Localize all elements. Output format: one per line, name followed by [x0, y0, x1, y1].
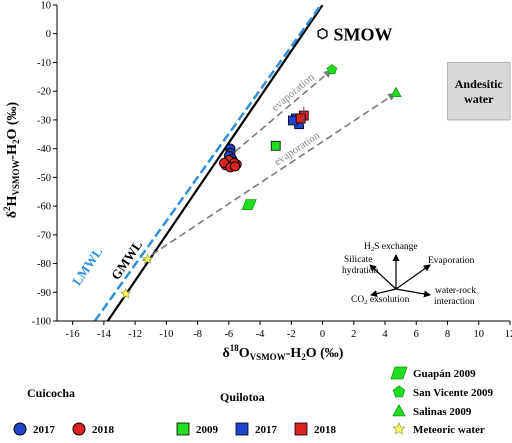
meteoric-water-point: [120, 287, 132, 299]
lmwl-label: LMWL: [69, 244, 106, 288]
legend-quilotoa-2017-label: 2017: [255, 424, 278, 436]
andesitic-water-box: [447, 61, 511, 121]
silicate-label: Silicate: [344, 255, 373, 265]
lmwl-line: [93, 5, 322, 321]
co2-exsolution-arrow: [370, 288, 397, 298]
x-tick-label: -6: [224, 329, 233, 340]
cuicocha-2018-point: [229, 161, 241, 172]
water-lines: [93, 5, 324, 321]
evaporation-vector-label: Evaporation: [428, 256, 475, 266]
smow-marker: [317, 27, 328, 40]
x-tick-label: -8: [193, 329, 202, 340]
cuicocha-2018-series: [219, 155, 242, 173]
legend-salinas-label: Salinas 2009: [413, 406, 472, 418]
interaction-label: interaction: [434, 297, 475, 307]
legend-meteoric-water-marker: [392, 422, 406, 435]
legend-header-cuicocha: Cuicocha: [27, 386, 75, 400]
evaporation-arrow: [142, 92, 397, 262]
legend-san-vicente-label: San Vicente 2009: [413, 387, 494, 399]
silicate-hydration-arrow: [369, 264, 397, 290]
legend-cuicocha-2017-label: 2017: [33, 424, 56, 436]
water-rock-label: water-rock: [435, 286, 476, 296]
y-tick-label: -90: [37, 288, 51, 299]
legend-quilotoa-2009-label: 2009: [196, 424, 219, 436]
h2s-exchange-label: H2S exchange: [364, 242, 418, 253]
x-tick-label: 12: [505, 329, 512, 340]
legend-cuicocha-2018-marker: [72, 422, 86, 436]
x-tick-label: -2: [287, 329, 296, 340]
process-vector-inset: H2S exchange Evaporation Silicatehydration…: [342, 242, 476, 307]
x-tick-label: -16: [66, 329, 80, 340]
y-tick-label: 10: [41, 1, 52, 12]
x-tick-label: 2: [351, 329, 356, 340]
andesitic-water-label: Andesitic: [455, 77, 504, 91]
san-vicente-2009-series: [326, 64, 338, 75]
meteoric-water-series: [120, 253, 154, 299]
evaporation-vector-arrow: [395, 264, 431, 290]
meteoric-water-point: [141, 253, 154, 265]
x-tick-label: -12: [128, 329, 142, 340]
legend-san-vicente-marker: [392, 385, 406, 398]
x-tick-label: -4: [256, 329, 265, 340]
legend-quilotoa-2017-marker: [235, 422, 249, 436]
guap-n-2009-point: [241, 199, 257, 211]
legend-quilotoa-2009-marker: [176, 422, 190, 436]
legend-quilotoa-2018-marker: [294, 422, 308, 436]
andesitic-water-label: water: [464, 92, 494, 106]
y-tick-label: -40: [37, 144, 51, 155]
y-tick-label: -60: [37, 202, 51, 213]
legend-meteoric-water-label: Meteoric water: [413, 424, 485, 436]
legend-cuicocha-2017-marker: [13, 422, 27, 436]
y-tick-label: -100: [32, 317, 51, 328]
y-tick-label: -50: [37, 173, 51, 184]
evaporation-arrow: [234, 69, 332, 153]
legend-guapan-label: Guapán 2009: [413, 368, 476, 380]
x-axis-title: δ18OVSMOW-H2O (‰): [223, 343, 344, 362]
legend-salinas-marker: [392, 404, 406, 417]
y-axis-title: δ2HVSMOW-H2O (‰): [2, 101, 21, 218]
quilotoa-2009-point: [270, 140, 281, 151]
y-tick-label: -20: [37, 87, 51, 98]
axes: 100-10-20-30-40-50-60-70-80-90-100-16 -14…: [2, 1, 512, 363]
co2-exsolution-label: CO2 exsolution: [351, 295, 410, 306]
san-vicente-2009-point: [326, 64, 338, 75]
y-tick-label: -70: [37, 230, 51, 241]
y-tick-label: -10: [37, 58, 51, 69]
legend-header-quilotoa: Quilotoa: [220, 390, 265, 404]
hydration-label: hydration: [342, 266, 379, 276]
x-tick-label: 8: [445, 329, 450, 340]
legend-quilotoa-2018-label: 2018: [314, 424, 337, 436]
guap-n-2009-series: [241, 199, 257, 211]
x-tick-label: -10: [159, 329, 173, 340]
evaporation-arrows: [142, 69, 397, 262]
smow-label: SMOW: [334, 25, 393, 45]
y-tick-label: -30: [37, 115, 51, 126]
y-tick-label: 0: [46, 29, 51, 40]
quilotoa-2018-point: [295, 113, 306, 124]
data-points: [120, 27, 402, 299]
x-tick-label: 0: [320, 329, 325, 340]
gmwl-line: [106, 5, 324, 321]
quilotoa-2009-series: [270, 140, 281, 151]
evaporation-label: evaporation: [269, 71, 317, 114]
x-tick-label: -14: [97, 329, 112, 340]
salinas-2009-point: [390, 86, 402, 98]
water-rock-arrow: [395, 288, 431, 298]
quilotoa-2018-series: [295, 106, 309, 125]
x-tick-label: 6: [414, 329, 419, 340]
x-tick-label: 10: [474, 329, 485, 340]
salinas-2009-series: [390, 86, 402, 98]
legend: Cuicocha Quilotoa 2017 2018 2009 2017 2018 Guap…: [13, 366, 494, 436]
y-tick-label: -80: [37, 259, 51, 270]
legend-guapan-marker: [390, 366, 408, 380]
x-tick-label: 4: [382, 329, 388, 340]
legend-cuicocha-2018-label: 2018: [92, 424, 115, 436]
